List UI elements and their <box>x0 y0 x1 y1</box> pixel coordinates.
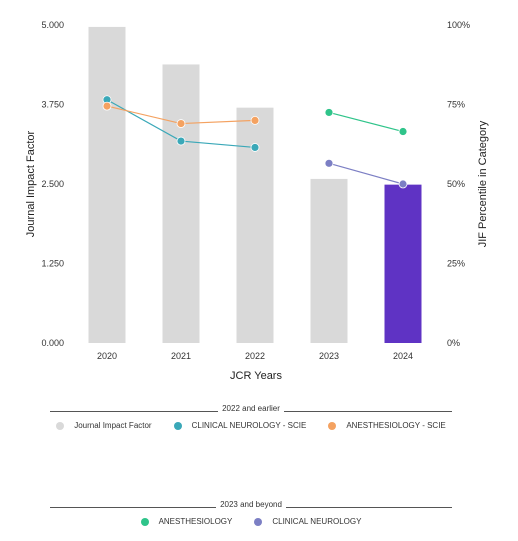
x-tick-label: 2023 <box>319 351 339 361</box>
y2-tick-label: 100% <box>447 20 470 30</box>
legend-item-journal-impact-factor[interactable]: Journal Impact Factor <box>56 421 152 430</box>
legend-label: CLINICAL NEUROLOGY <box>272 517 362 526</box>
y-tick-label: 3.750 <box>41 100 64 110</box>
y-tick-label: 0.000 <box>41 338 64 348</box>
y2-tick-label: 0% <box>447 338 460 348</box>
y2-tick-label: 75% <box>447 100 465 110</box>
lines-layer <box>102 95 408 189</box>
ticks-layer: 0.000 1.250 2.500 3.750 5.000 0% 25% 50% 75% 100%… <box>41 20 470 361</box>
legend-items: ANESTHESIOLOGY CLINICAL NEUROLOGY <box>50 517 452 526</box>
legend-swatch <box>173 421 182 430</box>
y-tick-label: 2.500 <box>41 179 64 189</box>
bar-2022[interactable] <box>236 107 274 344</box>
series-point-1-2020[interactable] <box>102 101 112 111</box>
legend-label: ANESTHESIOLOGY <box>158 517 233 526</box>
legend-item-anesthesiology[interactable]: ANESTHESIOLOGY <box>140 517 233 526</box>
series-point-2-2024[interactable] <box>398 127 408 136</box>
bars-layer <box>88 26 422 344</box>
series-point-1-2022[interactable] <box>250 116 260 125</box>
series-point-2-2023[interactable] <box>324 108 334 117</box>
legend-item-clinical-neurology-scie[interactable]: CLINICAL NEUROLOGY - SCIE <box>173 421 307 430</box>
bar-2020[interactable] <box>88 26 126 344</box>
legend-label: CLINICAL NEUROLOGY - SCIE <box>191 421 307 430</box>
legend-item-clinical-neurology[interactable]: CLINICAL NEUROLOGY <box>254 517 361 526</box>
legend-swatch <box>56 421 65 430</box>
series-point-1-2021[interactable] <box>176 119 186 128</box>
legend-group-title: 2022 and earlier <box>222 404 280 413</box>
legend-label: Journal Impact Factor <box>74 421 152 430</box>
legend-rule-right <box>283 411 453 412</box>
legend-rule-left <box>50 411 219 412</box>
legend-group-header: 2023 and beyond <box>50 500 452 509</box>
legend-items: Journal Impact Factor CLINICAL NEUROLOGY… <box>50 421 452 430</box>
legend-swatch <box>140 517 149 526</box>
series-point-0-2021[interactable] <box>176 136 186 146</box>
y2-tick-label: 25% <box>447 259 465 269</box>
bar-2021[interactable] <box>162 64 200 343</box>
legend-rule-left <box>50 507 217 508</box>
legend-group-2023-and-beyond: 2023 and beyond ANESTHESIOLOGY CLINICAL … <box>50 500 452 526</box>
y2-tick-label: 50% <box>447 179 465 189</box>
y-tick-label: 5.000 <box>41 20 64 30</box>
y-axis-title: Journal Impact Factor <box>25 130 37 237</box>
y-tick-label: 1.250 <box>41 259 64 269</box>
bar-2023[interactable] <box>310 178 348 343</box>
y2-axis-title: JIF Percentile in Category <box>477 120 489 247</box>
x-tick-label: 2024 <box>393 351 413 361</box>
series-point-0-2022[interactable] <box>250 143 260 152</box>
legend-item-anesthesiology-scie[interactable]: ANESTHESIOLOGY - SCIE <box>328 421 446 430</box>
series-line-2 <box>328 111 404 133</box>
x-tick-label: 2021 <box>171 351 191 361</box>
x-tick-label: 2022 <box>245 351 265 361</box>
legend-rule-right <box>285 507 452 508</box>
legend-swatch <box>254 517 263 526</box>
x-axis-title: JCR Years <box>230 370 282 382</box>
legend-swatch <box>328 421 337 430</box>
series-point-3-2023[interactable] <box>324 158 334 168</box>
legend-group-title: 2023 and beyond <box>220 500 282 509</box>
series-line-3 <box>328 162 404 185</box>
legend-group-2022-and-earlier: 2022 and earlier Journal Impact Factor C… <box>50 404 453 430</box>
x-tick-label: 2020 <box>97 351 117 361</box>
legend-label: ANESTHESIOLOGY - SCIE <box>346 421 446 430</box>
legend-group-header: 2022 and earlier <box>50 404 453 413</box>
bar-2024[interactable] <box>384 184 422 343</box>
series-point-3-2024[interactable] <box>398 179 408 189</box>
